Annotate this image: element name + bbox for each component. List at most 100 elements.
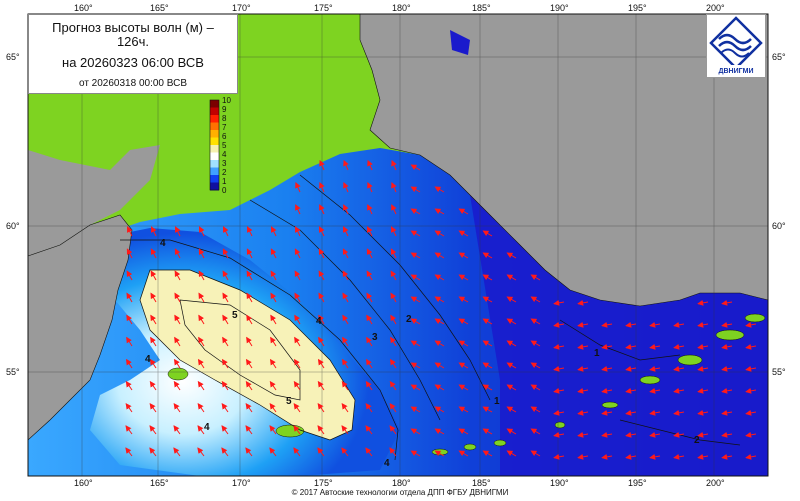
logo-text: ДВНИГМИ [718,68,754,75]
wave-arrow [673,321,685,328]
colorbar-swatch [210,130,219,138]
wave-arrow [625,365,637,372]
wave-arrow [458,230,469,237]
wave-arrow [458,274,469,281]
wave-arrow [458,296,469,303]
contour-label: 2 [406,314,412,325]
forecast-base-time: от 20260318 00:00 ВСВ [78,78,187,89]
colorbar-swatch [210,175,219,183]
wave-arrow [390,248,397,259]
wave-arrow [294,292,301,303]
wave-arrow [625,431,637,438]
wave-arrow [434,296,445,303]
wave-arrow [343,159,349,171]
wave-arrow [197,403,205,413]
longitude-label: 200° [706,478,725,488]
colorbar-tick-label: 8 [222,114,227,123]
wave-arrow [366,336,373,347]
wave-arrow [434,208,445,215]
latitude-labels-right: 65° 60° 55° [772,52,786,377]
wave-arrow [482,362,493,369]
wave-arrow [125,425,133,435]
wave-arrow [319,159,325,171]
wave-arrow [673,453,685,460]
wave-arrow [673,431,685,438]
wave-arrow [270,248,277,259]
wave-arrow [150,248,157,259]
forecast-title: Прогноз высоты волн (м) – 126ч. [52,20,214,49]
wave-arrow [367,204,373,215]
wave-arrow [295,226,301,237]
contour-label: 1 [594,348,600,359]
wave-arrow [342,314,349,325]
wave-arrow [553,365,565,372]
wave-arrow [697,387,709,394]
wave-arrow [246,292,253,303]
wave-arrow [367,226,373,237]
wave-arrow [506,450,517,457]
longitude-label: 160° [74,478,93,488]
wave-arrow [673,343,685,350]
wave-arrow [366,292,373,303]
wave-arrow [367,181,373,193]
contour-label: 4 [204,422,210,433]
wave-arrow [150,336,157,347]
wave-arrow [365,425,373,435]
wave-arrow [410,230,421,237]
wave-arrow [174,292,181,303]
wave-arrow [319,226,325,237]
wave-arrow [126,270,133,281]
wave-arrow [389,380,397,391]
wave-arrow [721,431,733,438]
wave-arrow [174,336,181,347]
latitude-label: 55° [772,367,786,377]
wave-arrow [410,318,421,325]
wave-arrow [342,248,349,259]
wave-arrow [343,204,349,215]
wave-arrow [721,453,733,460]
colorbar-swatch [210,182,219,191]
wave-arrow [553,343,565,350]
wave-arrow [482,406,493,413]
wave-arrow [125,380,133,391]
wave-arrow [245,358,253,369]
wave-arrow [150,292,157,303]
wave-arrow [625,343,637,350]
wave-arrow [697,453,709,460]
wave-arrow [342,292,349,303]
kamchatka-snow [28,145,160,256]
wave-arrow [530,450,541,457]
wave-arrow [649,387,661,394]
wave-arrow [434,428,445,435]
longitude-label: 160° [74,3,93,13]
wave-arrow [458,384,469,391]
wave-arrow [198,292,205,303]
wave-arrow [649,453,661,460]
wave-arrow [673,365,685,372]
wave-arrow [125,358,133,369]
wave-arrow [318,314,325,325]
wave-arrow [365,447,373,457]
latitude-label: 60° [6,221,20,231]
contour-label: 5 [286,396,292,407]
contour-label: 3 [372,332,378,343]
latitude-label: 65° [772,52,786,62]
wave-arrow [151,226,157,237]
latitude-label: 65° [6,52,20,62]
wave-arrow [126,292,133,303]
wave-direction-arrows [125,159,757,460]
wave-arrow [601,321,613,328]
wave-arrow [221,425,229,435]
wave-arrow [270,314,277,325]
wave-arrow [197,447,205,457]
wave-arrow [341,403,349,413]
wave-arrow [410,252,421,259]
wave-arrow [721,387,733,394]
wave-arrow [506,406,517,413]
latitude-label: 55° [6,367,20,377]
wave-arrow [221,358,229,369]
wave-arrow [530,362,541,369]
wave-arrow [317,358,325,369]
